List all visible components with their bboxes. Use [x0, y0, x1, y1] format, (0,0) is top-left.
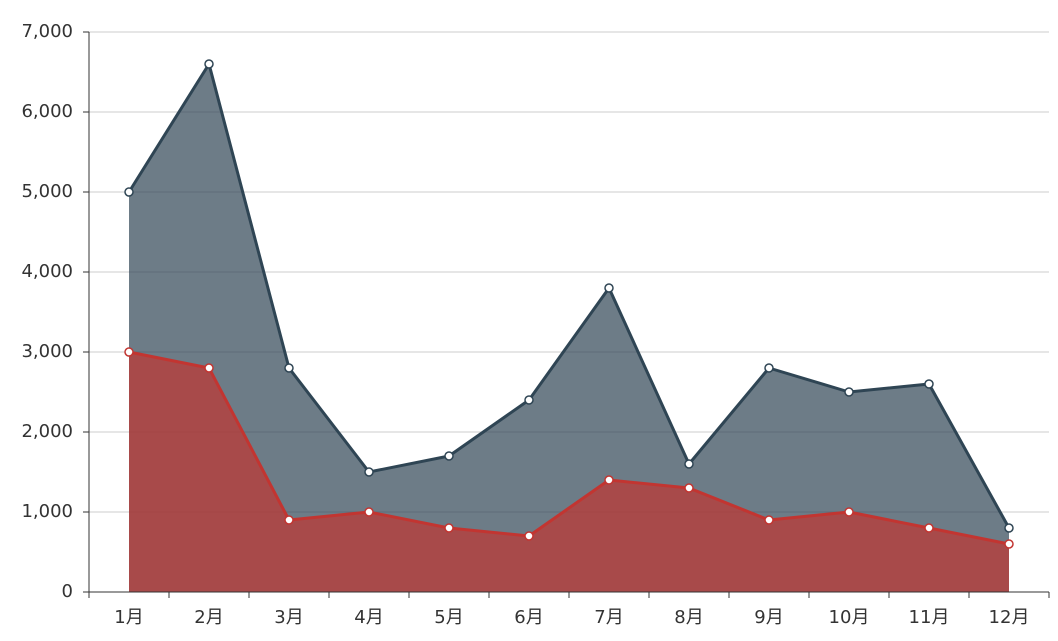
point: [284, 515, 294, 525]
x-tick-label: 3月: [274, 607, 303, 628]
x-tick-label: 11月: [909, 607, 950, 628]
point: [604, 475, 614, 485]
point: [524, 395, 534, 405]
point: [204, 59, 214, 69]
x-tick-label: 10月: [829, 607, 870, 628]
x-tick-label: 1月: [114, 607, 143, 628]
point: [364, 467, 374, 477]
area-fill: [129, 352, 1009, 592]
point: [924, 523, 934, 533]
point: [764, 363, 774, 373]
point: [844, 387, 854, 397]
y-tick-label: 1,000: [21, 501, 73, 522]
x-tick-label: 6月: [514, 607, 543, 628]
point: [1004, 539, 1014, 549]
point: [284, 363, 294, 373]
point: [764, 515, 774, 525]
point: [1004, 523, 1014, 533]
point: [124, 347, 134, 357]
y-tick-label: 2,000: [21, 421, 73, 442]
x-tick-label: 7月: [594, 607, 623, 628]
x-tick-label: 12月: [989, 607, 1030, 628]
point: [444, 451, 454, 461]
y-tick-label: 0: [62, 581, 73, 602]
x-tick-label: 5月: [434, 607, 463, 628]
x-tick-label: 2月: [194, 607, 223, 628]
point: [364, 507, 374, 517]
y-tick-label: 4,000: [21, 261, 73, 282]
point: [444, 523, 454, 533]
y-tick-label: 6,000: [21, 101, 73, 122]
point: [204, 363, 214, 373]
point: [684, 459, 694, 469]
point: [604, 283, 614, 293]
point: [524, 531, 534, 541]
point: [684, 483, 694, 493]
x-tick-label: 9月: [754, 607, 783, 628]
y-tick-label: 5,000: [21, 181, 73, 202]
line: [128, 350, 1010, 546]
point: [844, 507, 854, 517]
x-tick-label: 4月: [354, 607, 383, 628]
x-tick-label: 8月: [674, 607, 703, 628]
line: [127, 62, 1011, 529]
y-tick-label: 3,000: [21, 341, 73, 362]
point: [124, 187, 134, 197]
point: [924, 379, 934, 389]
y-tick-label: 7,000: [21, 21, 73, 42]
area-fill: [129, 64, 1009, 592]
